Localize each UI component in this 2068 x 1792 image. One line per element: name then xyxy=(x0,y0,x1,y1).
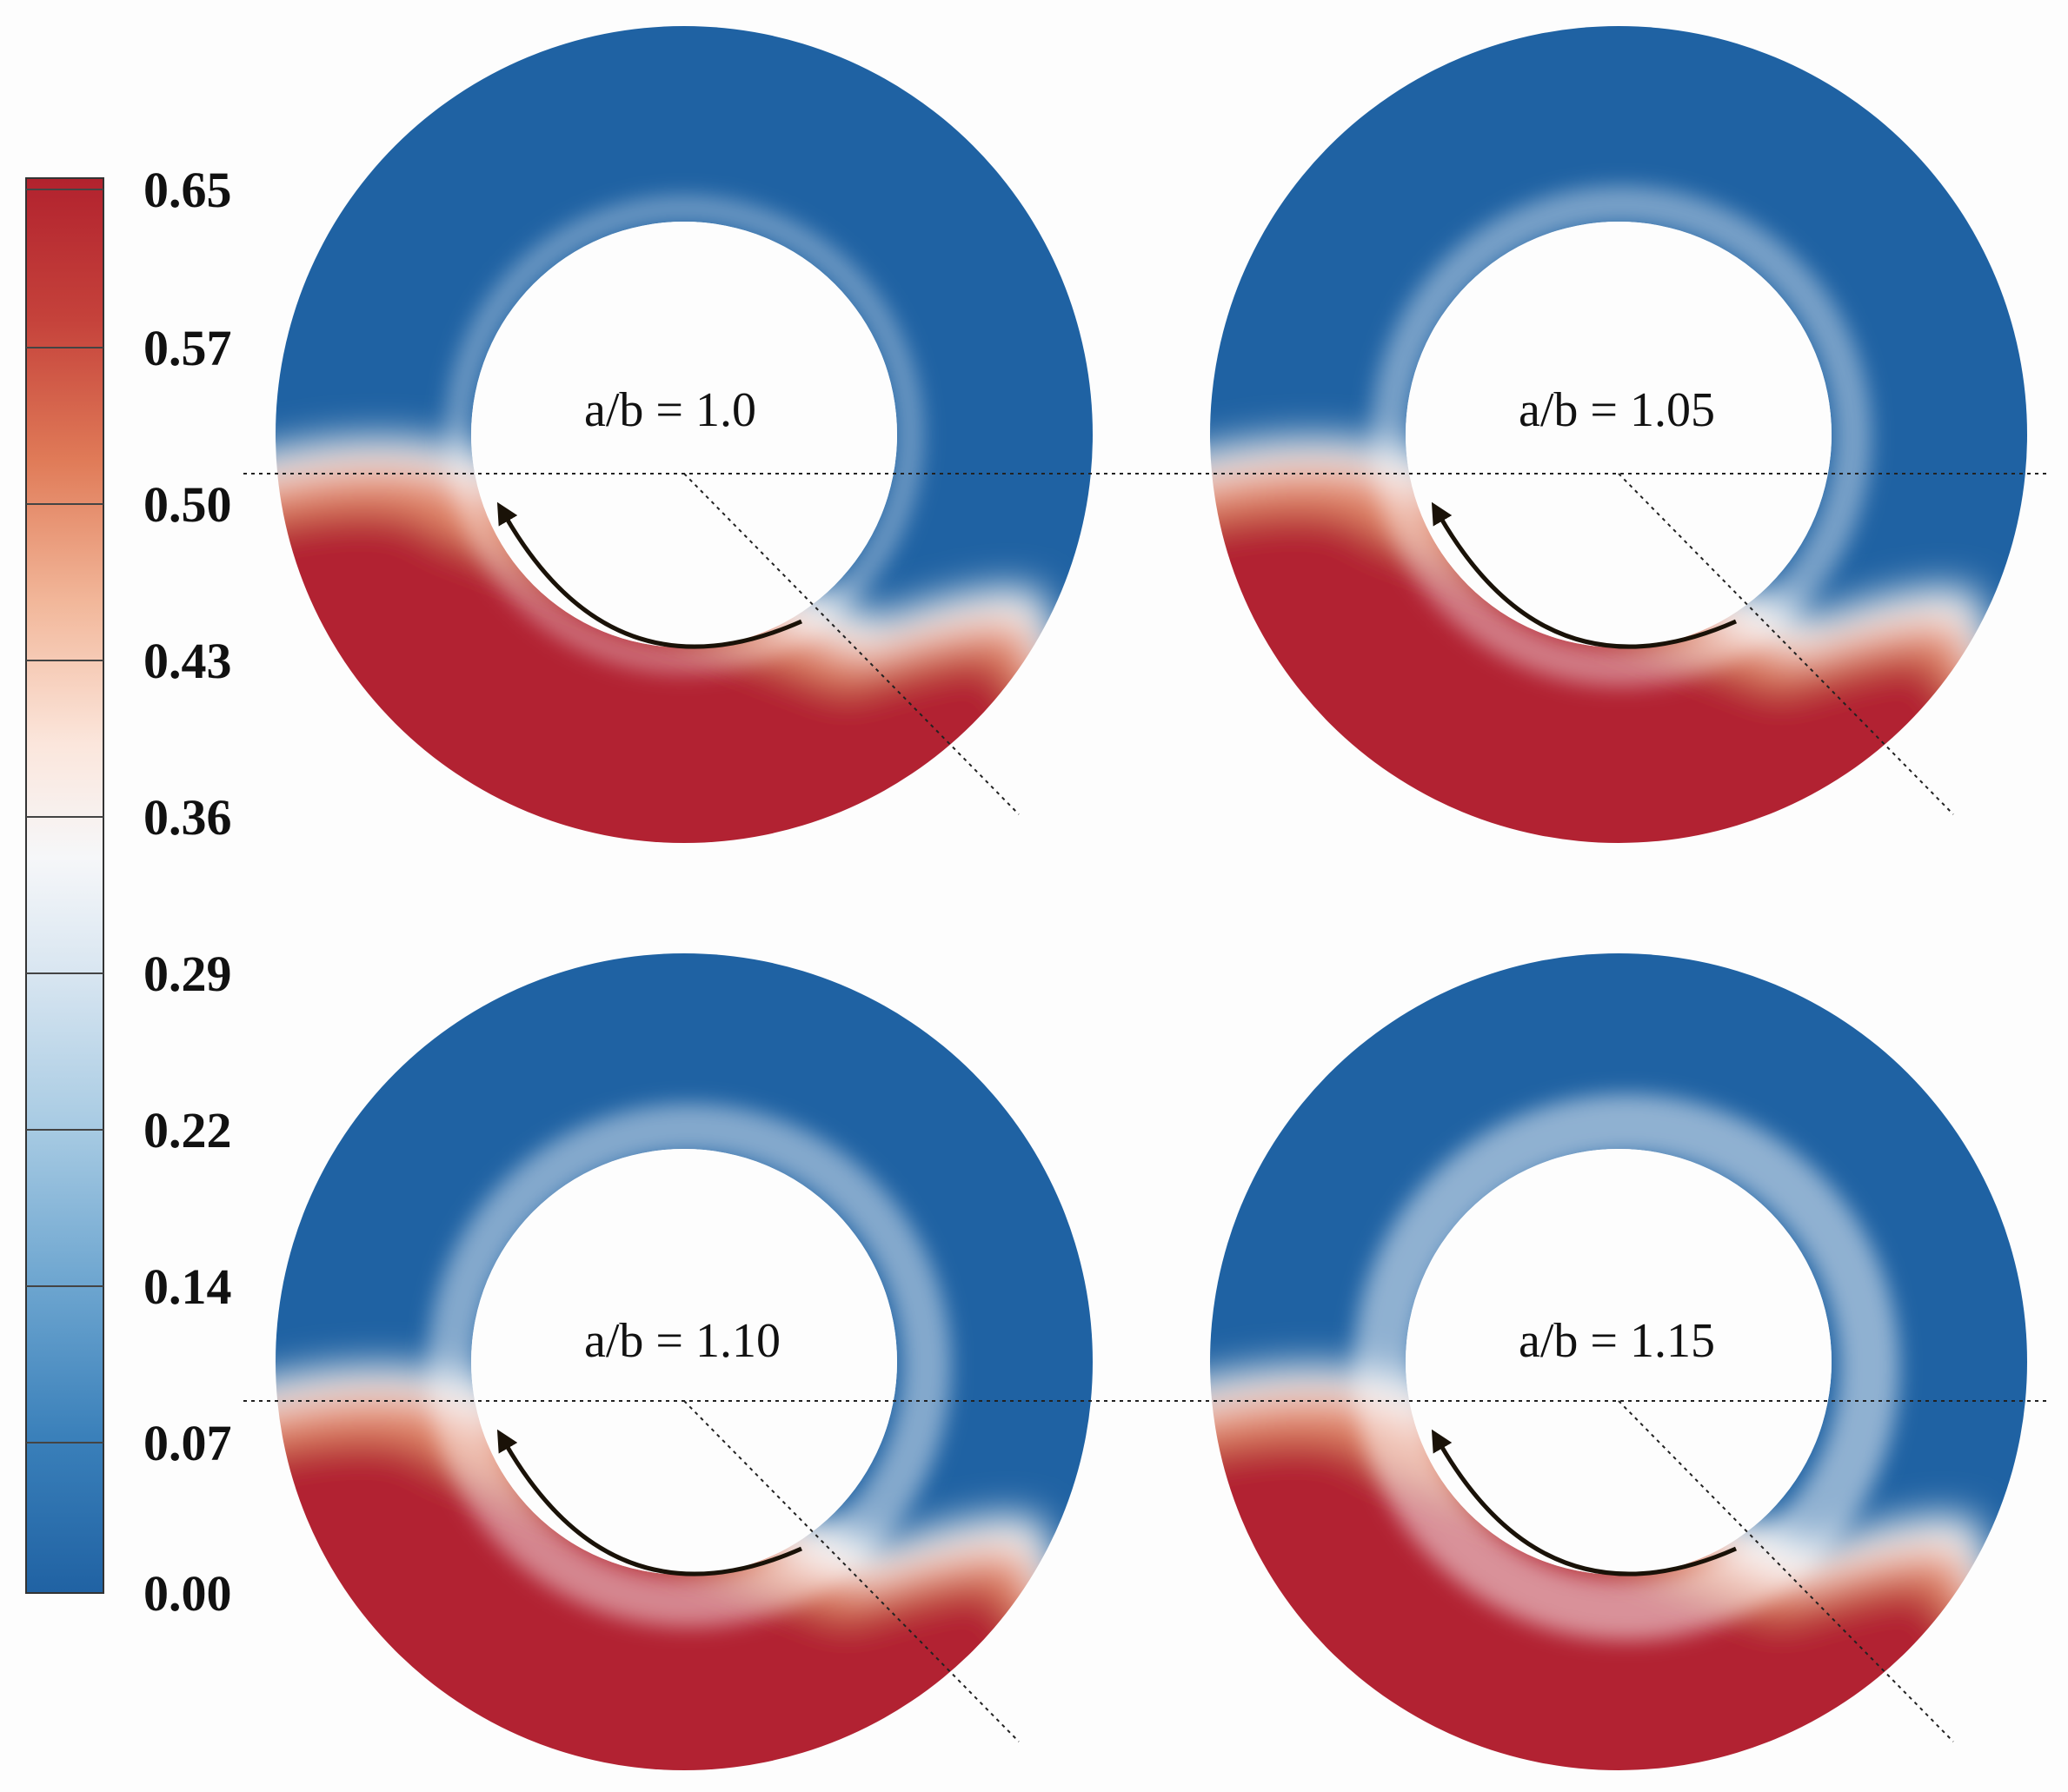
inner-cylinder xyxy=(1406,1149,1832,1575)
annulus-panel: a/b = 1.0 xyxy=(223,26,1145,895)
colorbar-scale xyxy=(25,177,104,1594)
eccentricity-line xyxy=(683,473,1020,815)
panel-label: a/b = 1.05 xyxy=(1519,383,1715,437)
eccentricity-line xyxy=(1618,1400,1954,1742)
colorbar-tick-label: 0.29 xyxy=(143,946,232,1002)
panel-label: a/b = 1.0 xyxy=(584,383,756,437)
inner-cylinder xyxy=(1406,222,1832,647)
inner-cylinder xyxy=(471,222,897,647)
colorbar-tick-label: 0.36 xyxy=(143,789,232,846)
colorbar-tick-label: 0.07 xyxy=(143,1415,232,1471)
rotation-arrow xyxy=(496,501,803,649)
annulus-panel: a/b = 1.10 xyxy=(223,953,1134,1792)
colorbar-tick-labels: 0.65 0.57 0.50 0.43 0.36 0.29 0.22 0.14 0.07 0.00 xyxy=(143,162,232,1622)
annulus-panel: a/b = 1.05 xyxy=(1158,26,2068,895)
colorbar-tick-label: 0.14 xyxy=(143,1258,232,1315)
inner-cylinder xyxy=(471,1149,897,1575)
rotation-arrow xyxy=(1431,501,1738,649)
colorbar-tick-label: 0.00 xyxy=(143,1565,232,1622)
panel-label: a/b = 1.15 xyxy=(1519,1314,1715,1368)
colorbar-divisions xyxy=(26,189,103,1444)
colorbar-tick-label: 0.65 xyxy=(143,162,232,218)
annulus-panel: a/b = 1.15 xyxy=(1158,953,2068,1792)
colorbar-tick-label: 0.22 xyxy=(143,1102,232,1158)
panels: a/b = 1.0 a/b = 1.05 a/b = 1.10 a/b = 1.15 xyxy=(223,26,2068,1792)
field-contour xyxy=(223,26,1145,895)
colorbar: 0.65 0.57 0.50 0.43 0.36 0.29 0.22 0.14 0.07 0.00 xyxy=(25,162,232,1622)
colorbar-tick-label: 0.50 xyxy=(143,476,232,533)
colorbar-tick-label: 0.57 xyxy=(143,320,232,376)
colorbar-tick-label: 0.43 xyxy=(143,633,232,689)
panel-label: a/b = 1.10 xyxy=(584,1314,781,1368)
field-contour xyxy=(223,953,1134,1792)
rotation-arrow xyxy=(496,1429,803,1576)
eccentricity-line xyxy=(683,1400,1020,1742)
rotation-arrow xyxy=(1431,1429,1738,1576)
eccentricity-line xyxy=(1618,473,1954,815)
